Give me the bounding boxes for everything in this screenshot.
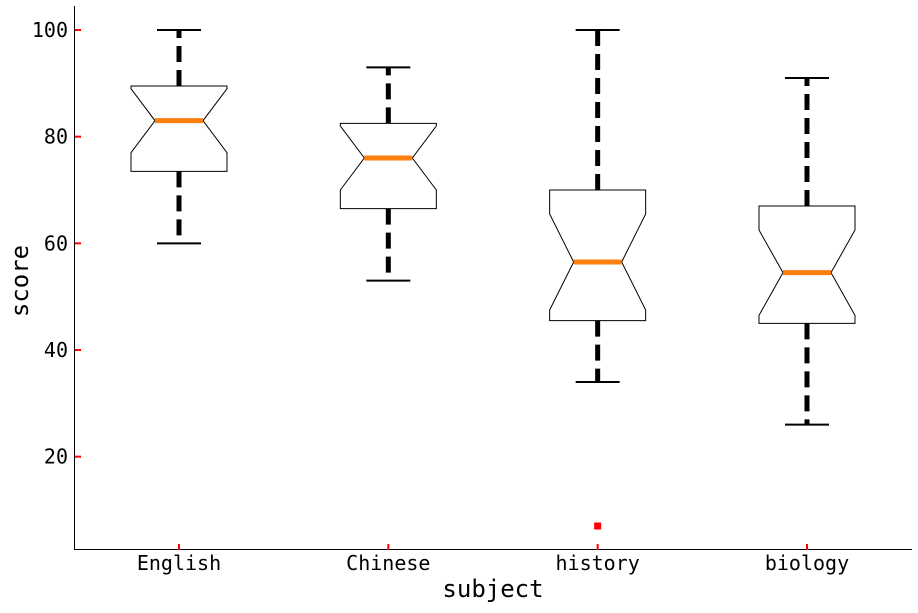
- x-tick-label-history: history: [556, 551, 640, 575]
- box-biology: [758, 205, 856, 324]
- marks-layer: [130, 29, 856, 530]
- y-tick-label-100: 100: [32, 18, 68, 42]
- box-english: [130, 85, 228, 172]
- x-tick-label-chinese: Chinese: [346, 551, 430, 575]
- outlier-history-0: [594, 522, 602, 530]
- x-tick-label-english: English: [137, 551, 221, 575]
- box-history: [549, 189, 647, 322]
- x-axis-title: subject: [442, 575, 543, 603]
- y-tick-label-80: 80: [44, 125, 68, 149]
- y-axis-title: score: [6, 245, 34, 317]
- y-tick-label-20: 20: [44, 445, 68, 469]
- box-chinese: [339, 122, 437, 210]
- ticks-layer: English Chinese history biology 20 40 60 80 100: [32, 18, 849, 575]
- y-tick-label-40: 40: [44, 338, 68, 362]
- x-tick-label-biology: biology: [765, 551, 849, 575]
- y-tick-label-60: 60: [44, 231, 68, 255]
- axes-layer: [74, 6, 912, 550]
